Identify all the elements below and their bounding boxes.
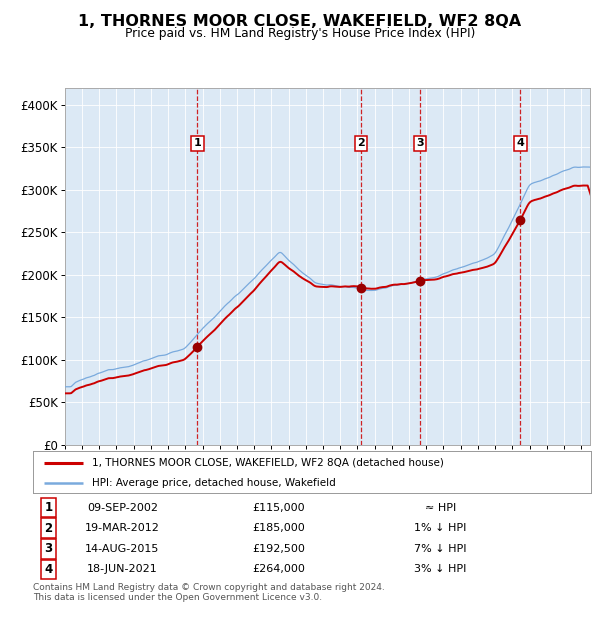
Text: 1% ↓ HPI: 1% ↓ HPI [414,523,467,533]
Text: 4: 4 [516,138,524,148]
Text: 7% ↓ HPI: 7% ↓ HPI [414,544,467,554]
Text: HPI: Average price, detached house, Wakefield: HPI: Average price, detached house, Wake… [92,478,335,488]
Text: 3: 3 [44,542,53,556]
Text: 3% ↓ HPI: 3% ↓ HPI [414,564,467,574]
Text: 1, THORNES MOOR CLOSE, WAKEFIELD, WF2 8QA (detached house): 1, THORNES MOOR CLOSE, WAKEFIELD, WF2 8Q… [92,458,443,467]
Text: ≈ HPI: ≈ HPI [425,503,456,513]
Text: 09-SEP-2002: 09-SEP-2002 [87,503,158,513]
Text: 3: 3 [416,138,424,148]
Text: 2: 2 [357,138,365,148]
Text: 1: 1 [194,138,202,148]
Text: Contains HM Land Registry data © Crown copyright and database right 2024.: Contains HM Land Registry data © Crown c… [33,583,385,592]
Text: £264,000: £264,000 [252,564,305,574]
Text: 19-MAR-2012: 19-MAR-2012 [85,523,160,533]
Text: £115,000: £115,000 [252,503,305,513]
Text: 1, THORNES MOOR CLOSE, WAKEFIELD, WF2 8QA: 1, THORNES MOOR CLOSE, WAKEFIELD, WF2 8Q… [79,14,521,29]
Text: This data is licensed under the Open Government Licence v3.0.: This data is licensed under the Open Gov… [33,593,322,603]
Text: £185,000: £185,000 [252,523,305,533]
Text: 4: 4 [44,563,53,576]
Text: 1: 1 [44,501,53,514]
Text: 2: 2 [44,521,53,534]
Text: 18-JUN-2021: 18-JUN-2021 [87,564,158,574]
Text: £192,500: £192,500 [252,544,305,554]
Text: Price paid vs. HM Land Registry's House Price Index (HPI): Price paid vs. HM Land Registry's House … [125,27,475,40]
Text: 14-AUG-2015: 14-AUG-2015 [85,544,160,554]
